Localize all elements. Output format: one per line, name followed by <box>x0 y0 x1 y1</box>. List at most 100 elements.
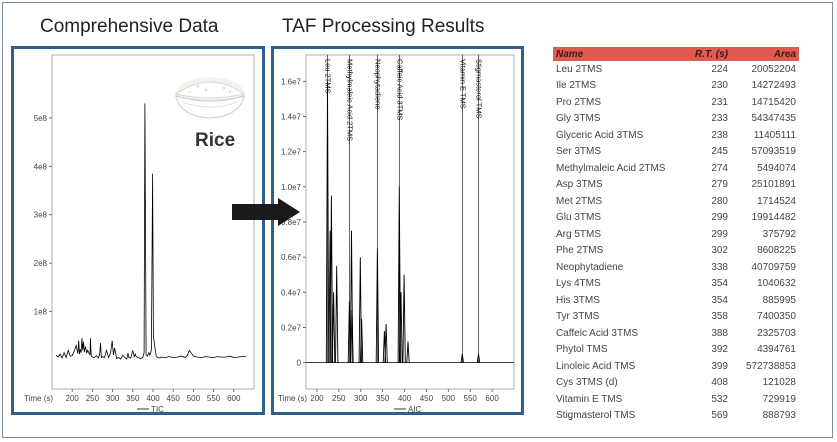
table-cell-area: 572738853 <box>745 360 796 372</box>
table-cell-name: Phytol TMS <box>556 344 608 356</box>
table-row: Linoleic Acid TMS 399 572738853 <box>553 358 799 375</box>
table-cell-name: Cys 3TMS (d) <box>556 377 618 389</box>
table-cell-rt: 399 <box>711 360 728 372</box>
x-tick-label: 600 <box>485 394 499 403</box>
table-cell-rt: 388 <box>711 327 728 339</box>
aic-peak <box>329 195 334 363</box>
rice-bowl-icon <box>174 77 246 119</box>
figure-frame <box>2 2 833 438</box>
table-cell-name: Phe 2TMS <box>556 245 604 257</box>
table-row: Leu 2TMS 224 20052204 <box>553 61 799 78</box>
table-cell-area: 375792 <box>762 228 796 240</box>
aic-peak <box>350 309 354 363</box>
table-cell-name: Linoleic Acid TMS <box>556 360 636 372</box>
annotation-label: Neophytadiene <box>373 59 382 109</box>
y-tick-label: 3e8 <box>34 211 48 220</box>
annotation-label: Stigmasterol TMS <box>475 59 484 118</box>
legend-label: TIC <box>151 405 164 412</box>
table-cell-rt: 569 <box>711 410 728 422</box>
aic-peak <box>402 274 406 363</box>
aic-peak <box>384 323 388 363</box>
aic-chart: 0 0.2e7 0.4e7 0.6e7 0.8e7 1.0e7 1.2e7 1.4e7 1.6e… <box>278 54 515 414</box>
table-row: Asp 3TMS 279 25101891 <box>553 177 799 194</box>
table-cell-rt: 354 <box>711 278 728 290</box>
y-tick-label: 1.0e7 <box>281 183 302 192</box>
x-tick-label: 350 <box>376 394 390 403</box>
aic-peak <box>331 292 336 363</box>
table-row: Vitamin E TMS 532 729919 <box>553 391 799 408</box>
table-cell-area: 5494074 <box>757 162 796 174</box>
table-row: Met 2TMS 280 1714524 <box>553 193 799 210</box>
tic-series-line <box>55 103 246 360</box>
x-tick-label: 350 <box>126 394 140 403</box>
x-tick-label: 550 <box>207 394 221 403</box>
left-panel-title: Comprehensive Data <box>40 16 219 37</box>
table-row: Caffeic Acid 3TMS 388 2325703 <box>553 325 799 342</box>
table-row: Glyceric Acid 3TMS 238 11405111 <box>553 127 799 144</box>
table-cell-name: Ile 2TMS <box>556 80 597 92</box>
aic-peak <box>325 81 330 363</box>
x-tick-label: 400 <box>146 394 160 403</box>
table-cell-name: Caffeic Acid 3TMS <box>556 327 639 339</box>
table-cell-name: Vitamin E TMS <box>556 393 623 405</box>
table-cell-name: Methylmaleic Acid 2TMS <box>556 162 666 174</box>
table-cell-rt: 231 <box>711 96 728 108</box>
table-cell-area: 54347435 <box>751 113 797 125</box>
compound-table: Name R.T. (s) Area Leu 2TMS 224 20052204 Il… <box>553 47 799 424</box>
aic-peak <box>460 353 464 363</box>
header-area: Area <box>731 47 799 61</box>
table-cell-area: 40709759 <box>751 261 797 273</box>
table-cell-name: Neophytadiene <box>556 261 624 273</box>
arrow-right-icon <box>232 198 300 226</box>
table-cell-name: Lys 4TMS <box>556 278 601 290</box>
table-cell-name: Pro 2TMS <box>556 96 602 108</box>
table-cell-rt: 279 <box>711 179 728 191</box>
y-tick-label: 2e8 <box>34 259 48 268</box>
table-cell-rt: 408 <box>711 377 728 389</box>
table-body: Leu 2TMS 224 20052204 Ile 2TMS 230 14272493 Pr… <box>553 61 799 424</box>
table-cell-area: 2325703 <box>757 327 796 339</box>
table-row: Tyr 3TMS 358 7400350 <box>553 309 799 326</box>
annotation-label: Leu 2TMS <box>323 59 332 94</box>
table-cell-name: Glyceric Acid 3TMS <box>556 129 644 141</box>
table-cell-area: 20052204 <box>751 63 797 75</box>
table-cell-rt: 230 <box>711 80 728 92</box>
table-cell-area: 7400350 <box>757 311 796 323</box>
table-header-row: Name R.T. (s) Area <box>553 47 799 61</box>
table-cell-name: Leu 2TMS <box>556 63 603 75</box>
table-cell-area: 11405111 <box>753 129 796 141</box>
y-tick-label: 1.4e7 <box>281 113 302 122</box>
table-row: Stigmasterol TMS 569 888793 <box>553 408 799 425</box>
table-cell-area: 57093519 <box>751 146 797 158</box>
x-tick-label: 250 <box>86 394 100 403</box>
x-tick-label: 550 <box>464 394 478 403</box>
x-axis-label: Time (s) <box>24 394 53 403</box>
aic-peak <box>359 318 364 363</box>
aic-peak <box>406 341 410 363</box>
table-row: Gly 3TMS 233 54347435 <box>553 111 799 128</box>
x-tick-label: 500 <box>187 394 201 403</box>
table-cell-name: Asp 3TMS <box>556 179 603 191</box>
aic-peak <box>399 292 403 363</box>
rice-image <box>168 62 252 154</box>
table-cell-area: 729919 <box>762 393 796 405</box>
header-name: Name <box>553 47 689 61</box>
table-cell-name: Stigmasterol TMS <box>556 410 636 422</box>
table-row: Pro 2TMS 231 14715420 <box>553 94 799 111</box>
table-row: His 3TMS 354 885995 <box>553 292 799 309</box>
table-cell-rt: 238 <box>711 129 728 141</box>
table-cell-name: Gly 3TMS <box>556 113 601 125</box>
aic-peak <box>397 186 401 363</box>
y-tick-label: 0.6e7 <box>281 253 302 262</box>
table-row: Methylmaleic Acid 2TMS 274 5494074 <box>553 160 799 177</box>
table-cell-rt: 274 <box>711 162 728 174</box>
y-tick-label: 0.2e7 <box>281 323 302 332</box>
header-rt: R.T. (s) <box>689 47 731 61</box>
y-tick-label: 0.8e7 <box>281 218 302 227</box>
x-tick-label: 250 <box>332 394 346 403</box>
table-cell-rt: 280 <box>711 195 728 207</box>
x-axis-label: Time (s) <box>278 394 307 403</box>
table-cell-area: 4394761 <box>757 344 796 356</box>
table-cell-rt: 392 <box>711 344 728 356</box>
right-panel-title: TAF Processing Results <box>282 16 485 37</box>
